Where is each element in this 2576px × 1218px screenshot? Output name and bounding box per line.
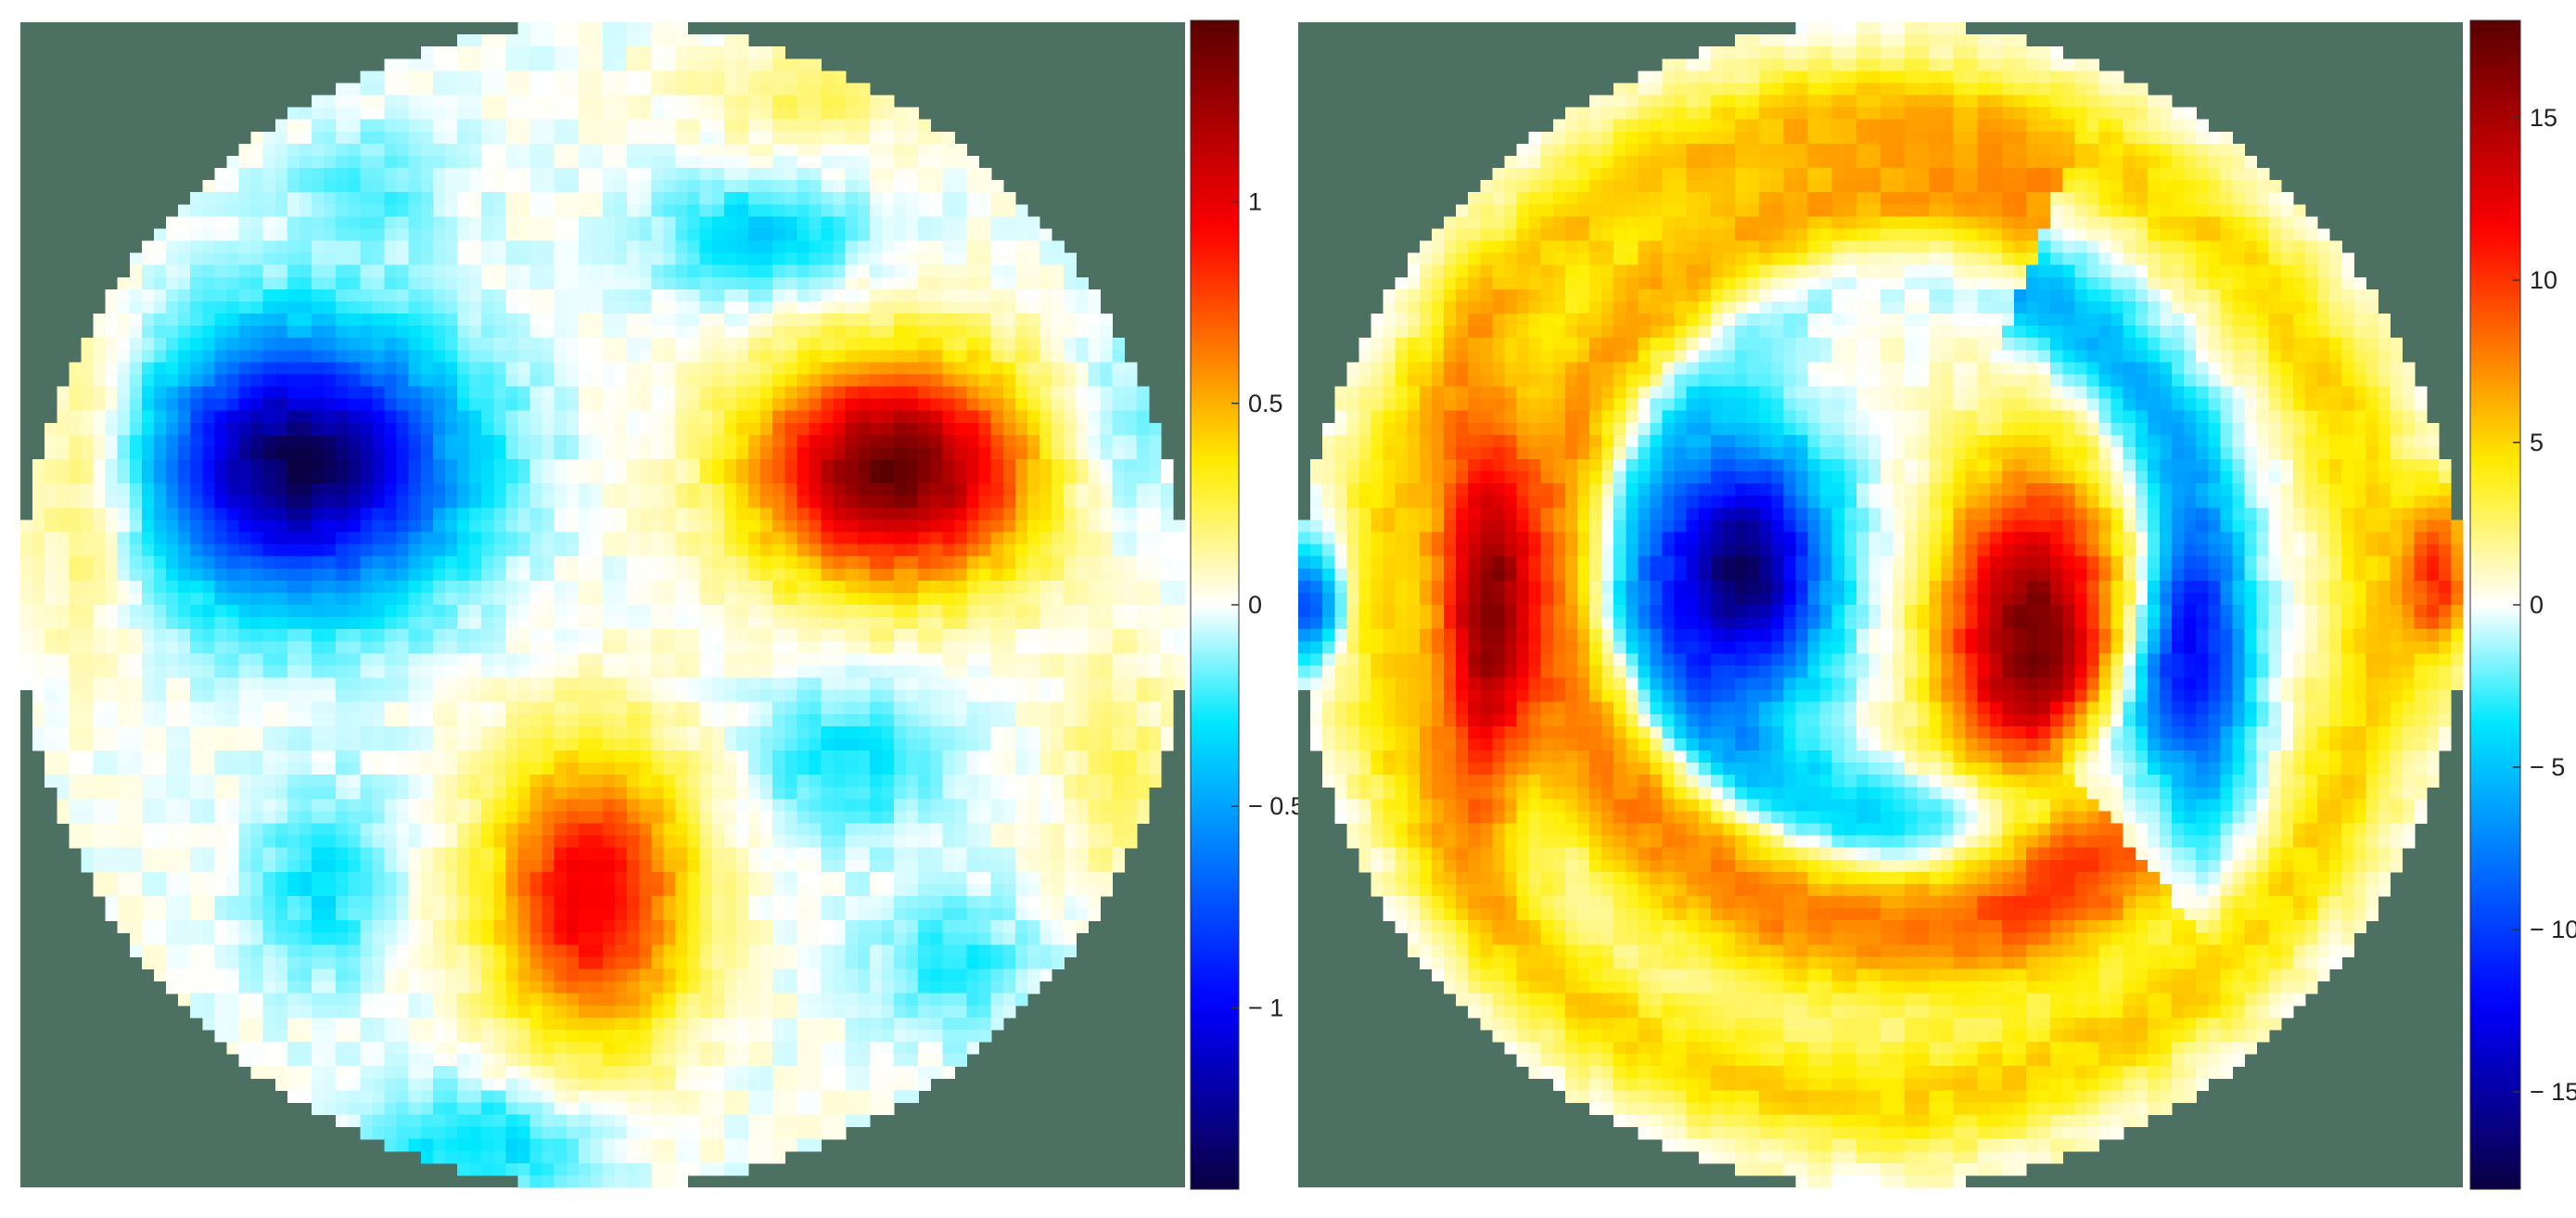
colorbar-tick-label: 0.5 (1248, 390, 1283, 417)
colorbar-tick-label: − 5 (2530, 753, 2565, 781)
left-heatmap-panel (20, 22, 1186, 1188)
colorbar-tick-label: − 0.5 (1248, 792, 1305, 820)
colorbar-tick-label: 0 (1248, 591, 1262, 619)
colorbar-tick-label: 1 (1248, 188, 1262, 216)
heatmap-cells (1298, 22, 2464, 1188)
right-colorbar: − 15 − 10 − 5 0 5 10 15 (2470, 20, 2576, 1189)
colorbar-tick-label: − 15 (2530, 1078, 2576, 1106)
colorbar-tick-label: 10 (2530, 266, 2557, 294)
right-heatmap-panel (1298, 22, 2464, 1188)
colorbar-tick-label: 0 (2530, 591, 2544, 619)
colorbar-tick-label: 5 (2530, 429, 2544, 456)
colorbar-tick-label: − 10 (2530, 916, 2576, 943)
colorbar-tick-label: − 1 (1248, 994, 1283, 1021)
colorbar-tick-label: 15 (2530, 104, 2557, 132)
left-colorbar: − 1 − 0.5 0 0.5 1 (1191, 20, 1305, 1189)
colorbar-gradient (2470, 20, 2520, 1189)
heatmap-cells (20, 22, 1186, 1188)
